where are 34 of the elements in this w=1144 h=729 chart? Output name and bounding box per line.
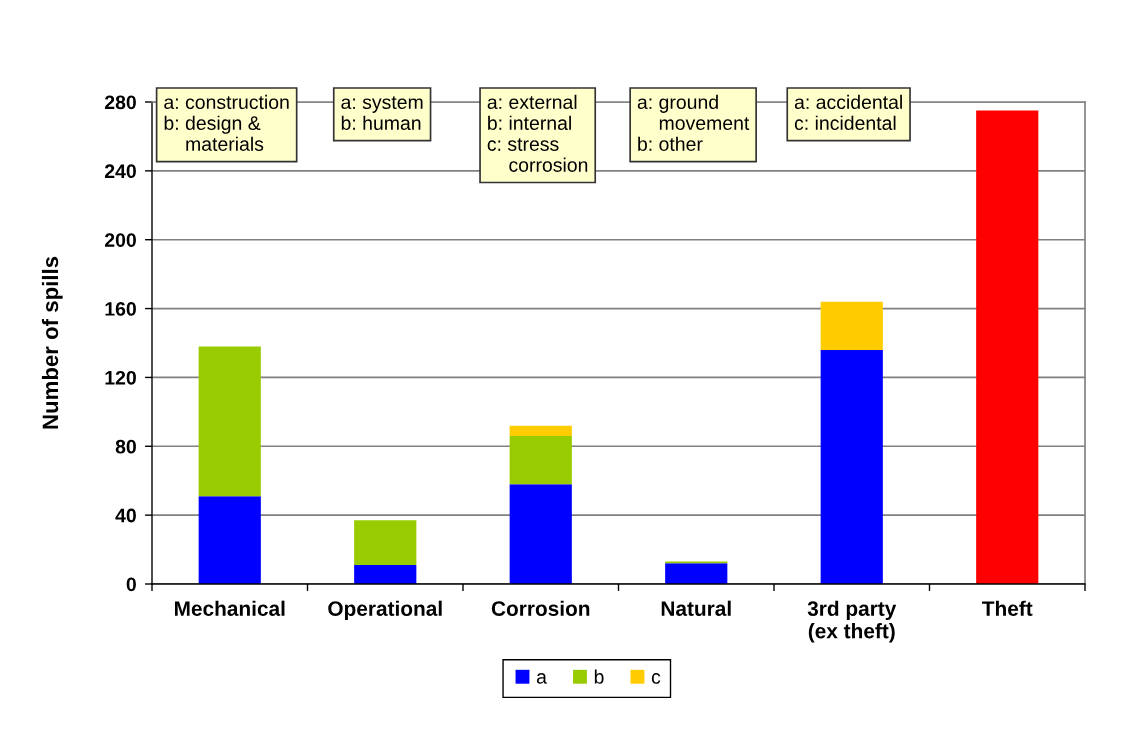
x-tick-label: Corrosion [491,600,590,616]
legend-label: a [536,673,547,684]
bar [509,484,572,584]
bar [198,496,261,584]
y-tick-label: 40 [115,508,136,523]
x-tick-label: 3rd party (ex theft) [807,600,897,643]
y-tick-label: 280 [104,95,136,110]
y-tick-label: 0 [126,577,136,592]
bar [820,301,883,350]
x-tick-label: Theft [982,600,1033,616]
legend-label: b [594,669,604,684]
annotation: a: system b: human [341,96,423,130]
y-tick-label: 160 [105,302,136,316]
y-tick-label: 200 [104,233,136,247]
bar [509,425,572,436]
x-tick-label: Operational [328,600,442,621]
x-tick-label: Mechanical [174,600,285,616]
bar [665,563,728,584]
annotation: a: external b: internal c: stress corrosion [487,94,588,172]
bar [354,565,417,584]
y-tick-label: 240 [104,164,136,179]
bar [509,435,572,485]
annotation: a: accidental c: incidental [794,94,902,130]
bar [354,520,417,566]
y-tick-label: 120 [105,370,136,385]
bar [820,349,883,584]
bar [976,110,1039,584]
annotation: a: construction b: design & materials [164,94,289,151]
annotation: a: ground movement b: other [637,94,750,151]
y-axis-title: Number of spills [41,256,63,429]
legend-label: c [651,673,661,684]
x-tick-label: Natural [661,600,731,616]
bar [198,346,261,497]
y-tick-label: 80 [115,439,136,454]
